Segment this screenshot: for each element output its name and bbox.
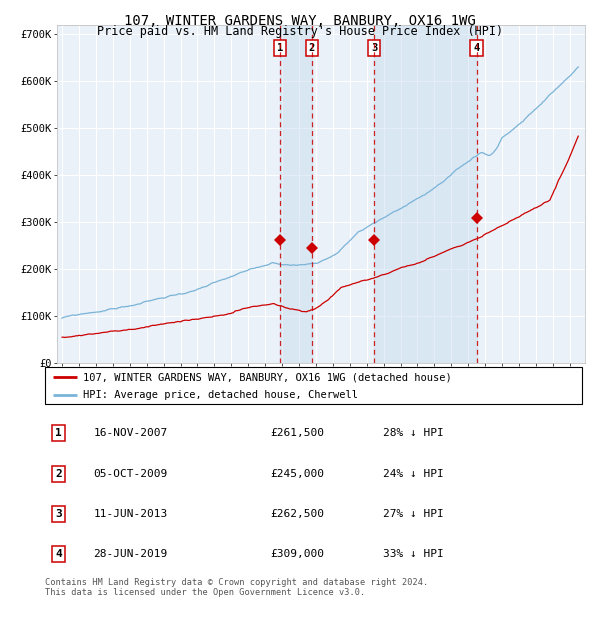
- Text: 4: 4: [55, 549, 62, 559]
- Text: 24% ↓ HPI: 24% ↓ HPI: [383, 469, 444, 479]
- Text: 28-JUN-2019: 28-JUN-2019: [94, 549, 167, 559]
- Text: £309,000: £309,000: [271, 549, 325, 559]
- Bar: [280, 25, 312, 363]
- Text: 2: 2: [309, 43, 315, 53]
- Text: Price paid vs. HM Land Registry's House Price Index (HPI): Price paid vs. HM Land Registry's House …: [97, 25, 503, 38]
- Text: £245,000: £245,000: [271, 469, 325, 479]
- Text: 16-NOV-2007: 16-NOV-2007: [94, 428, 167, 438]
- Text: 27% ↓ HPI: 27% ↓ HPI: [383, 509, 444, 519]
- Text: £262,500: £262,500: [271, 509, 325, 519]
- Text: 11-JUN-2013: 11-JUN-2013: [94, 509, 167, 519]
- Text: 107, WINTER GARDENS WAY, BANBURY, OX16 1WG: 107, WINTER GARDENS WAY, BANBURY, OX16 1…: [124, 14, 476, 28]
- Text: 1: 1: [277, 43, 283, 53]
- Text: 33% ↓ HPI: 33% ↓ HPI: [383, 549, 444, 559]
- Text: 3: 3: [55, 509, 62, 519]
- Text: 2: 2: [55, 469, 62, 479]
- Text: 107, WINTER GARDENS WAY, BANBURY, OX16 1WG (detached house): 107, WINTER GARDENS WAY, BANBURY, OX16 1…: [83, 373, 451, 383]
- Bar: [374, 25, 476, 363]
- Text: Contains HM Land Registry data © Crown copyright and database right 2024.
This d: Contains HM Land Registry data © Crown c…: [45, 578, 428, 597]
- Text: 28% ↓ HPI: 28% ↓ HPI: [383, 428, 444, 438]
- Text: 4: 4: [473, 43, 479, 53]
- Text: 3: 3: [371, 43, 377, 53]
- Text: 1: 1: [55, 428, 62, 438]
- Text: HPI: Average price, detached house, Cherwell: HPI: Average price, detached house, Cher…: [83, 390, 358, 400]
- Text: 05-OCT-2009: 05-OCT-2009: [94, 469, 167, 479]
- FancyBboxPatch shape: [45, 367, 582, 404]
- Text: £261,500: £261,500: [271, 428, 325, 438]
